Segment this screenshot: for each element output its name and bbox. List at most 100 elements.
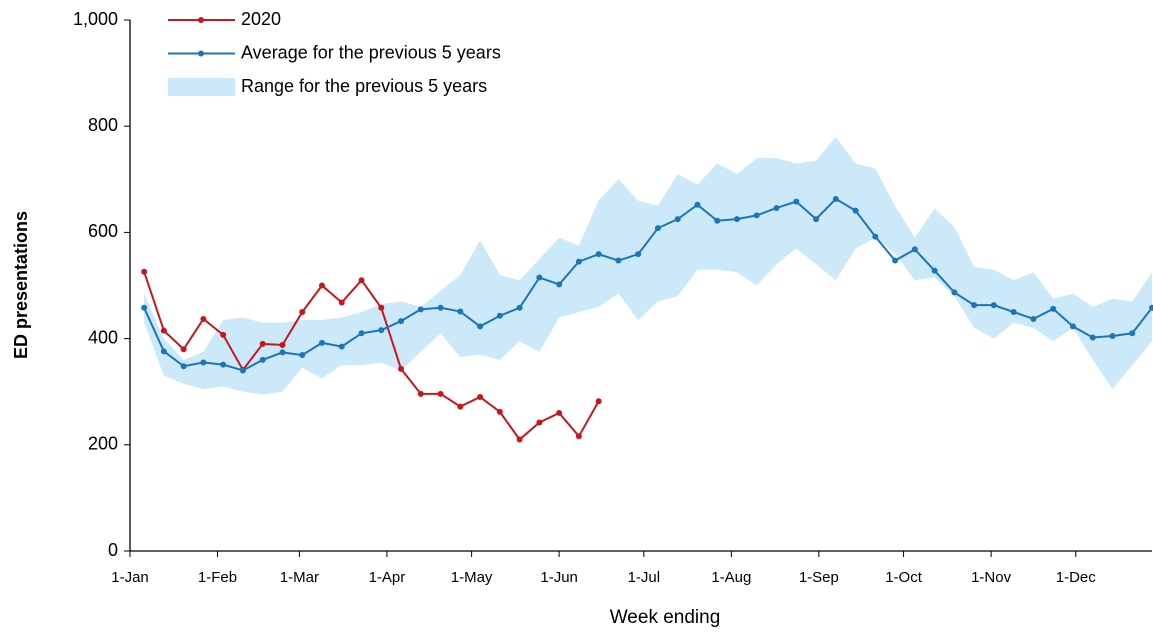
x-tick-label: 1-Dec [1056, 569, 1097, 586]
point [733, 216, 740, 223]
point [1089, 334, 1096, 341]
point [141, 268, 148, 275]
point [259, 356, 266, 363]
point [279, 341, 286, 348]
point [1149, 304, 1153, 311]
x-tick-label: 1-May [451, 569, 493, 586]
point [220, 361, 227, 368]
point [477, 394, 484, 401]
point [595, 398, 602, 405]
point [674, 216, 681, 223]
point [239, 367, 246, 374]
point [536, 274, 543, 281]
x-tick-label: 1-Nov [971, 569, 1012, 586]
x-tick-label: 1-Jun [540, 569, 578, 586]
legend-label: Average for the previous 5 years [241, 42, 501, 62]
legend-swatch [168, 78, 235, 96]
point [1010, 309, 1017, 316]
point [437, 390, 444, 397]
point [338, 299, 345, 306]
point [1050, 305, 1057, 312]
legend-label: 2020 [241, 9, 281, 29]
point [990, 302, 997, 309]
x-tick-label: 1-Aug [711, 569, 751, 586]
point [773, 204, 780, 211]
point [299, 352, 306, 359]
point [813, 216, 820, 223]
point [417, 306, 424, 313]
x-tick-label: 1-Sep [799, 569, 839, 586]
range-band [144, 136, 1152, 395]
point [200, 359, 207, 366]
point [1129, 330, 1136, 337]
legend-marker [198, 17, 204, 23]
point [911, 246, 918, 253]
point [694, 201, 701, 208]
legend-label: Range for the previous 5 years [241, 76, 487, 96]
y-tick-label: 400 [88, 327, 118, 347]
legend-marker [198, 50, 204, 57]
point [180, 346, 187, 353]
point [259, 340, 266, 347]
x-tick-label: 1-Feb [198, 569, 237, 586]
point [556, 409, 563, 416]
point [378, 327, 385, 334]
point [951, 289, 958, 296]
point [536, 419, 543, 426]
point [516, 304, 523, 311]
point [398, 318, 405, 325]
point [1069, 323, 1076, 330]
x-axis-title: Week ending [610, 607, 721, 628]
point [595, 251, 602, 258]
point [575, 258, 582, 265]
series-line [143, 271, 600, 441]
point [318, 282, 325, 289]
point [358, 277, 365, 284]
point [1109, 332, 1116, 339]
point [318, 339, 325, 346]
x-tick-label: 1-Jan [111, 569, 149, 586]
point [852, 207, 859, 214]
point [378, 304, 385, 311]
point [832, 195, 839, 202]
point [200, 315, 207, 322]
point [477, 323, 484, 330]
y-tick-label: 1,000 [73, 9, 118, 29]
point [575, 433, 582, 440]
point [654, 225, 661, 232]
y-tick-label: 800 [88, 115, 118, 135]
point [496, 312, 503, 319]
point [714, 217, 721, 224]
point [338, 343, 345, 350]
point [753, 212, 760, 219]
point [496, 408, 503, 415]
point [892, 257, 899, 264]
x-tick-label: 1-Apr [369, 569, 406, 586]
y-tick-label: 0 [108, 540, 118, 560]
point [931, 267, 938, 274]
point [398, 365, 405, 372]
point [1030, 315, 1037, 322]
x-tick-label: 1-Mar [280, 569, 319, 586]
point [635, 251, 642, 258]
point [457, 308, 464, 315]
x-tick-label: 1-Jul [628, 569, 661, 586]
point [141, 304, 148, 311]
point [299, 309, 306, 316]
point [417, 390, 424, 397]
point [971, 302, 978, 309]
point [220, 331, 227, 338]
point [793, 198, 800, 205]
y-tick-label: 600 [88, 221, 118, 241]
point [872, 233, 879, 240]
point [457, 403, 464, 410]
point [516, 436, 523, 443]
point [180, 363, 187, 370]
point [358, 330, 365, 337]
point [279, 349, 286, 356]
y-tick-label: 200 [88, 434, 118, 454]
point [437, 304, 444, 311]
point [160, 327, 167, 334]
point [160, 348, 167, 355]
